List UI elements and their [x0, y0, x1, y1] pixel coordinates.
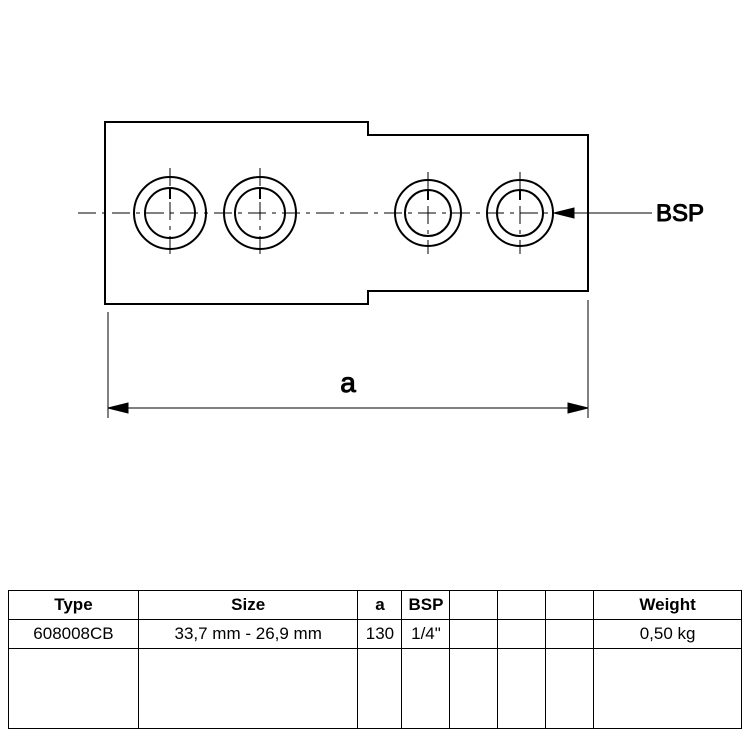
col-blank2: [498, 591, 546, 620]
technical-drawing: a BSP: [0, 0, 750, 570]
table-header-row: Type Size a BSP Weight: [9, 591, 742, 620]
col-blank1: [450, 591, 498, 620]
bsp-callout: BSP: [554, 200, 704, 227]
hole-3: [395, 172, 461, 254]
hole-1: [134, 168, 206, 258]
col-size: Size: [138, 591, 358, 620]
cell-size: 33,7 mm - 26,9 mm: [138, 620, 358, 649]
hole-2: [224, 168, 296, 258]
cell-bsp: 1/4": [402, 620, 450, 649]
fitting-body: [105, 122, 588, 304]
cell-a: 130: [358, 620, 402, 649]
specification-table: Type Size a BSP Weight 608008CB 33,7 mm …: [8, 590, 742, 729]
col-blank3: [546, 591, 594, 620]
col-a: a: [358, 591, 402, 620]
col-bsp: BSP: [402, 591, 450, 620]
hole-4: [487, 172, 553, 254]
table-empty-row: [9, 649, 742, 729]
col-type: Type: [9, 591, 139, 620]
bsp-label: BSP: [656, 200, 704, 227]
cell-b3: [546, 620, 594, 649]
cell-b2: [498, 620, 546, 649]
dimension-a-label: a: [340, 367, 356, 398]
col-weight: Weight: [594, 591, 742, 620]
cell-type: 608008CB: [9, 620, 139, 649]
table-row: 608008CB 33,7 mm - 26,9 mm 130 1/4" 0,50…: [9, 620, 742, 649]
cell-b1: [450, 620, 498, 649]
cell-weight: 0,50 kg: [594, 620, 742, 649]
dimension-a: a: [108, 300, 588, 418]
